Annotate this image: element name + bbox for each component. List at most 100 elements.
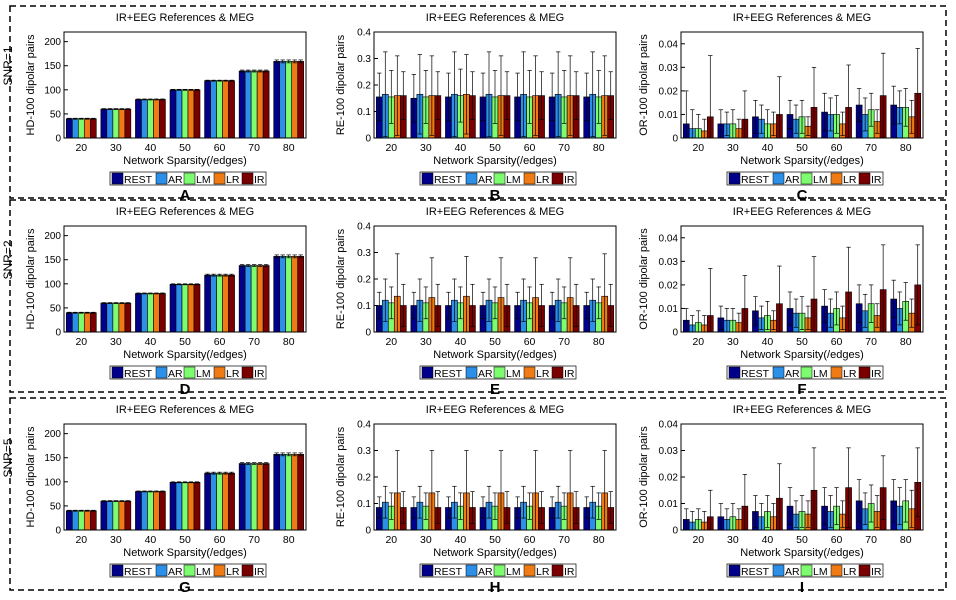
x-tick-label: 70 bbox=[558, 534, 570, 546]
bar-lm bbox=[285, 256, 293, 333]
panel-letter: A bbox=[180, 187, 191, 204]
bar-rest bbox=[135, 491, 142, 531]
plot-area bbox=[680, 225, 924, 333]
chart-panel-I: IR+EEG References & MEG 0 0.01 0.02 0.03 0.04… bbox=[638, 404, 924, 596]
bar-lr bbox=[187, 283, 195, 333]
legend-box bbox=[419, 365, 577, 380]
bar-lm bbox=[147, 293, 154, 333]
y-axis-label: OR-100 dipolar pairs bbox=[638, 34, 650, 136]
legend-label: AR bbox=[785, 566, 800, 578]
legend-label: LR bbox=[226, 368, 240, 380]
bar-ar bbox=[141, 293, 148, 333]
y-tick-label: 0.03 bbox=[659, 63, 679, 74]
x-tick-label: 60 bbox=[214, 336, 226, 348]
row-label: SNR=5 bbox=[1, 438, 15, 477]
legend-box bbox=[726, 365, 884, 380]
legend-box bbox=[109, 563, 267, 578]
x-tick-label: 40 bbox=[762, 336, 774, 348]
x-tick-label: 20 bbox=[692, 534, 704, 546]
legend-swatch bbox=[728, 564, 741, 577]
bar-lr bbox=[153, 99, 160, 139]
legend-label: LM bbox=[196, 174, 211, 186]
legend-swatch bbox=[155, 366, 168, 379]
bar-ir bbox=[297, 61, 305, 139]
x-tick-label: 80 bbox=[593, 142, 605, 154]
y-axis-label: RE-100 dipolar pairs bbox=[335, 34, 347, 135]
panel-letter: C bbox=[797, 187, 808, 204]
legend-label: REST bbox=[741, 174, 770, 186]
y-tick-label: 50 bbox=[50, 501, 62, 512]
x-tick-label: 30 bbox=[110, 336, 122, 348]
bar-rest bbox=[135, 99, 142, 139]
bar-rest bbox=[238, 70, 246, 139]
bar-ir bbox=[262, 463, 270, 531]
bar-ir bbox=[228, 472, 235, 531]
bar-lm bbox=[285, 61, 293, 139]
bar-rest bbox=[273, 256, 281, 333]
y-tick-label: 0.2 bbox=[357, 275, 371, 286]
y-tick-label: 100 bbox=[44, 477, 61, 488]
chart-title: IR+EEG References & MEG bbox=[733, 12, 871, 24]
panel-letter: I bbox=[800, 579, 804, 596]
legend: REST AR LM LR IR bbox=[726, 171, 884, 186]
bar-rest bbox=[65, 118, 73, 139]
plot-area bbox=[373, 31, 617, 139]
x-axis-label: Network Sparsity(/edges) bbox=[123, 349, 247, 361]
x-tick-label: 50 bbox=[179, 336, 191, 348]
legend-label: LM bbox=[196, 368, 211, 380]
legend-swatch bbox=[800, 172, 813, 185]
legend-label: IR bbox=[871, 566, 882, 578]
y-tick-label: 0.04 bbox=[659, 420, 679, 431]
bar-ar bbox=[71, 510, 79, 531]
x-tick-label: 60 bbox=[524, 534, 536, 546]
legend-label: AR bbox=[478, 566, 493, 578]
x-tick-label: 80 bbox=[593, 336, 605, 348]
x-tick-label: 80 bbox=[900, 142, 912, 154]
y-tick-label: 0.01 bbox=[659, 304, 679, 315]
bar-rest bbox=[169, 283, 177, 333]
bar-ir bbox=[193, 283, 201, 333]
legend-label: LR bbox=[226, 566, 240, 578]
chart-panel-D: IR+EEG References & MEG 0 50 100 150 200 HD-10… bbox=[25, 206, 307, 398]
legend-swatch bbox=[523, 564, 536, 577]
legend-swatch bbox=[551, 564, 564, 577]
bar-lm bbox=[112, 500, 120, 531]
y-tick-label: 100 bbox=[44, 279, 61, 290]
bar-lr bbox=[291, 61, 299, 139]
legend-label: AR bbox=[478, 368, 493, 380]
x-tick-label: 30 bbox=[420, 142, 432, 154]
plot-area bbox=[63, 31, 307, 139]
x-tick-label: 30 bbox=[110, 142, 122, 154]
bar-ir bbox=[89, 510, 97, 531]
legend-swatch bbox=[183, 366, 196, 379]
x-tick-label: 80 bbox=[593, 534, 605, 546]
legend-label: LR bbox=[843, 566, 857, 578]
legend-label: REST bbox=[741, 566, 770, 578]
legend-swatch bbox=[241, 172, 254, 185]
x-tick-label: 40 bbox=[145, 336, 157, 348]
x-tick-label: 70 bbox=[558, 142, 570, 154]
x-tick-label: 70 bbox=[865, 336, 877, 348]
bar-ar bbox=[244, 463, 252, 531]
x-tick-label: 50 bbox=[796, 534, 808, 546]
y-tick-label: 0 bbox=[55, 134, 61, 145]
y-tick-label: 100 bbox=[44, 85, 61, 96]
chart-panel-H: IR+EEG References & MEG 0 0.1 0.2 0.3 0.4 RE-1… bbox=[335, 404, 617, 596]
legend-swatch bbox=[111, 366, 124, 379]
legend-label: IR bbox=[254, 368, 265, 380]
bar-ir bbox=[297, 454, 305, 531]
legend-swatch bbox=[830, 172, 843, 185]
chart-title: IR+EEG References & MEG bbox=[116, 404, 254, 416]
legend-swatch bbox=[551, 172, 564, 185]
y-tick-label: 0 bbox=[365, 134, 371, 145]
bar-ir bbox=[124, 500, 132, 531]
legend-swatch bbox=[465, 564, 478, 577]
legend-label: REST bbox=[434, 368, 463, 380]
bar-lr bbox=[256, 265, 264, 333]
bar-rest bbox=[100, 108, 108, 139]
legend-label: LM bbox=[506, 368, 521, 380]
x-tick-label: 60 bbox=[214, 142, 226, 154]
x-tick-label: 80 bbox=[900, 534, 912, 546]
bar-lr bbox=[83, 312, 91, 333]
legend-box bbox=[726, 563, 884, 578]
